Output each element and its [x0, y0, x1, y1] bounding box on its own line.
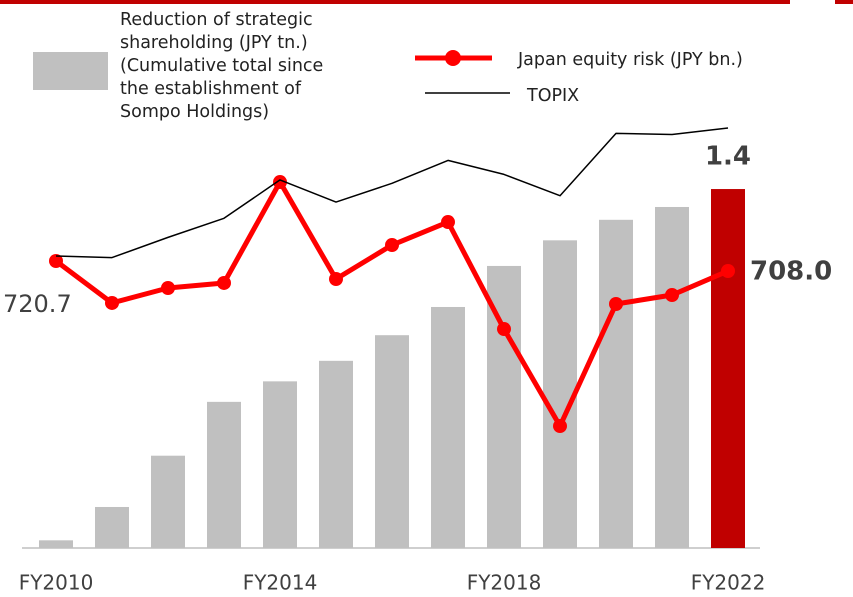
x-tick-label: FY2014 — [243, 571, 318, 595]
bar — [263, 381, 297, 548]
marker — [385, 238, 399, 253]
marker — [441, 215, 455, 230]
bar — [711, 189, 745, 549]
top-rule — [835, 0, 853, 4]
bar — [207, 401, 241, 548]
marker — [665, 288, 679, 303]
bar — [599, 219, 633, 549]
marker — [217, 275, 231, 290]
marker — [553, 419, 567, 434]
bar — [95, 506, 129, 548]
legend-label: TOPIX — [526, 86, 579, 106]
value-label: 720.7 — [3, 290, 72, 318]
bar — [151, 455, 185, 548]
bar — [375, 335, 409, 548]
marker — [609, 296, 623, 311]
marker — [329, 272, 343, 287]
legend-swatch-bar — [33, 52, 108, 90]
legend-swatch-marker — [445, 50, 461, 66]
line — [55, 127, 729, 259]
bar — [319, 360, 353, 548]
bar — [487, 265, 521, 548]
bar — [655, 206, 689, 548]
legend-label: Reduction of strategic shareholding (JPY… — [120, 10, 324, 122]
bar — [39, 540, 73, 548]
x-tick-label: FY2010 — [19, 571, 94, 595]
marker — [273, 175, 287, 190]
marker — [161, 281, 175, 296]
bar — [431, 306, 465, 548]
value-label: 708.0 — [750, 257, 832, 287]
marker — [105, 295, 119, 310]
value-label: 1.4 — [705, 142, 751, 172]
bar — [543, 240, 577, 548]
x-tick-label: FY2022 — [691, 571, 766, 595]
legend-label: Japan equity risk (JPY bn.) — [517, 50, 743, 70]
marker — [721, 264, 735, 278]
marker — [49, 254, 63, 268]
marker — [497, 322, 511, 337]
x-tick-label: FY2018 — [467, 571, 542, 595]
top-rule — [0, 0, 790, 4]
